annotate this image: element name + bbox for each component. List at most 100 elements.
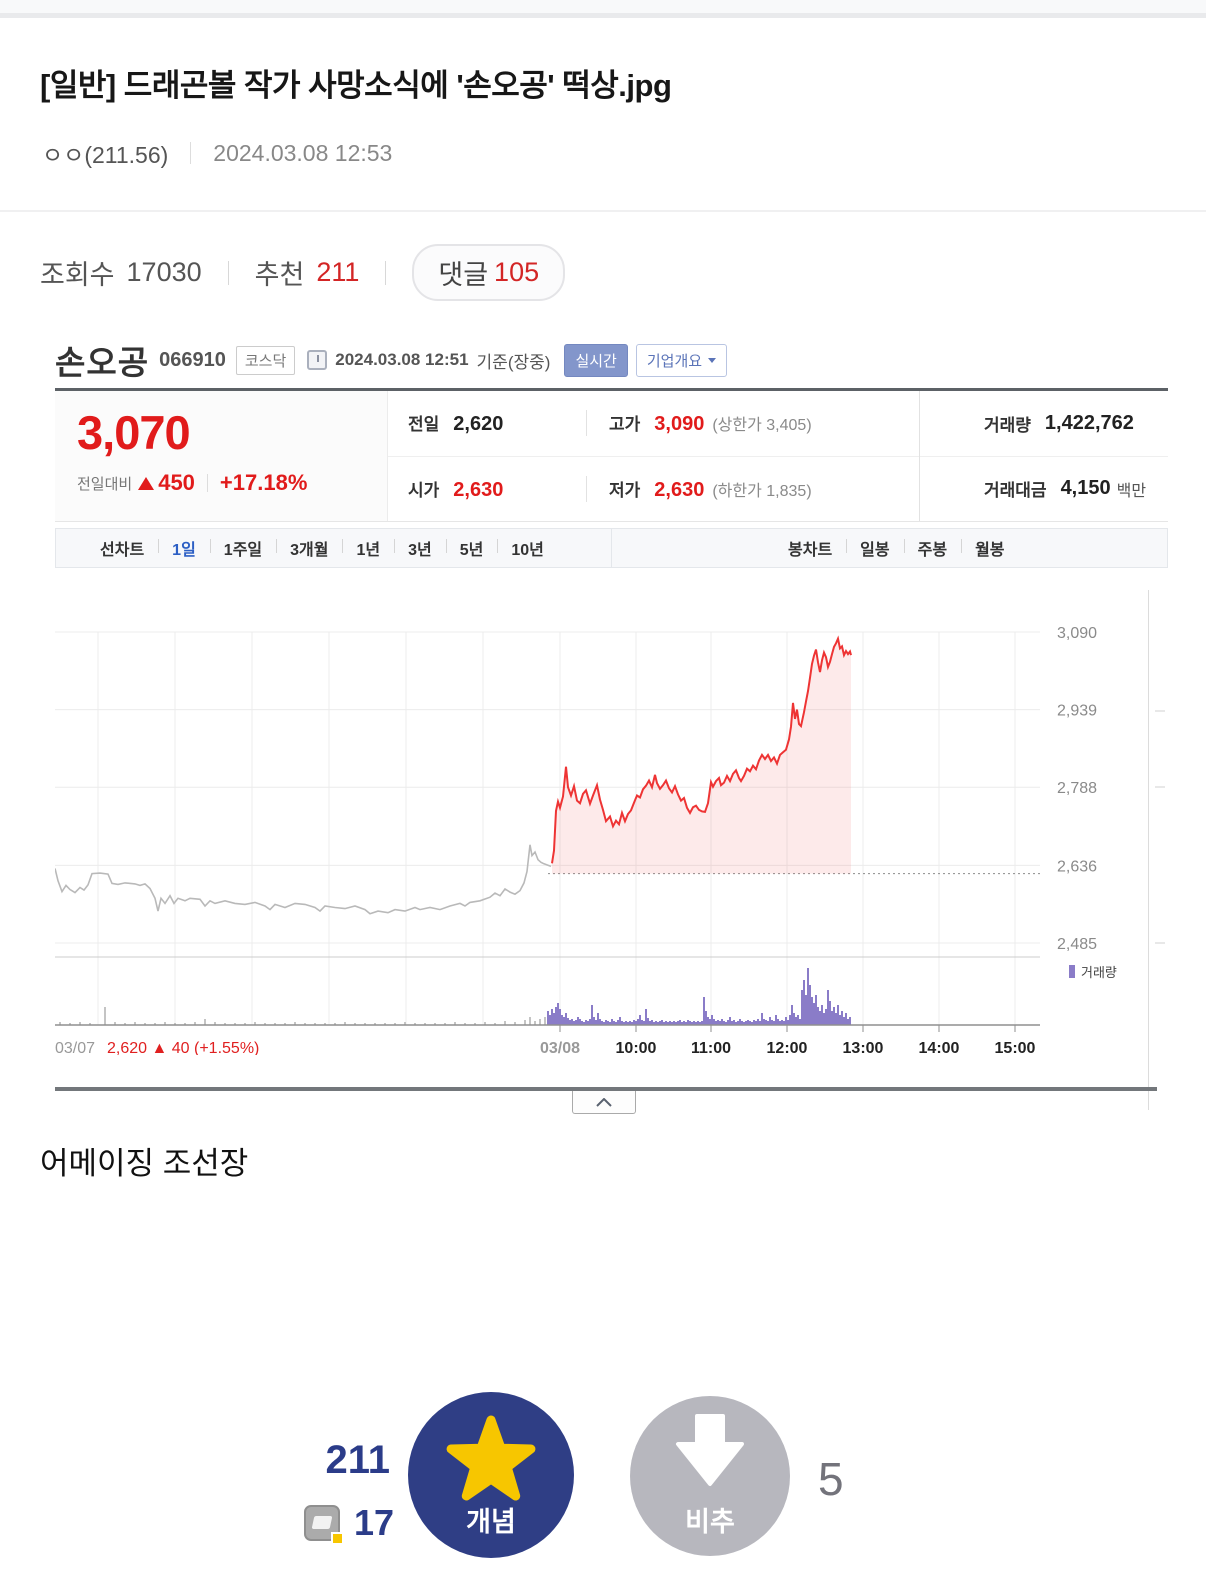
recommend-label: 추천	[254, 260, 305, 290]
open-label: 시가	[408, 480, 440, 500]
change-separator	[206, 474, 208, 492]
volume-bar	[581, 1021, 583, 1025]
change-value: 450	[158, 470, 195, 495]
lower-limit: (하한가 1,835)	[712, 482, 812, 500]
tab-10year[interactable]: 10년	[497, 536, 558, 560]
volume-bar	[631, 1022, 633, 1025]
stats-separator	[227, 260, 229, 285]
volume-bar	[707, 1017, 709, 1025]
volume-bar	[693, 1021, 695, 1025]
volume-bar	[599, 1019, 601, 1025]
downvote-button[interactable]: 비추	[630, 1396, 790, 1556]
volume-bar	[659, 1021, 661, 1025]
prev-day-change-label: 2,620 ▲ 40 (+1.55%)	[107, 1040, 259, 1055]
volume-bar	[711, 1015, 713, 1025]
chart-collapse-button[interactable]	[572, 1091, 636, 1114]
volume-bar	[553, 1013, 555, 1025]
post-author[interactable]: ㅇㅇ(211.56)	[42, 142, 169, 168]
x-axis-label: 15:00	[995, 1040, 1036, 1055]
low-label: 저가	[609, 480, 641, 500]
trade-amount-unit: 백만	[1116, 482, 1147, 500]
stock-name: 손오공	[55, 346, 150, 382]
volume-bar	[663, 1022, 665, 1025]
volume-bar	[597, 1013, 599, 1025]
realtime-button[interactable]: 실시간	[564, 343, 628, 377]
meta-separator	[190, 142, 192, 164]
volume-bar	[745, 1021, 747, 1025]
volume-bar-prev	[204, 1019, 206, 1025]
volume-bar-prev	[524, 1020, 526, 1025]
volume-bar-prev	[484, 1022, 486, 1025]
tab-5year[interactable]: 5년	[445, 536, 498, 560]
volume-bar-prev	[59, 1022, 61, 1025]
volume-bar-prev	[454, 1022, 456, 1025]
volume-bar	[601, 1021, 603, 1025]
fixed-nick-icon	[304, 1505, 344, 1545]
up-triangle-icon	[138, 476, 155, 490]
volume-bar	[703, 997, 705, 1025]
comments-pill[interactable]: 댓글 105	[412, 244, 566, 301]
volume-bar	[549, 1015, 551, 1025]
volume-bar	[625, 1021, 627, 1025]
volume-bar-prev	[394, 1023, 396, 1025]
company-overview-button[interactable]: 기업개요	[635, 343, 728, 377]
volume-bar-prev	[544, 1017, 546, 1025]
volume-bar	[657, 1022, 659, 1025]
y-axis-label: 3,090	[1057, 625, 1097, 642]
page-top-strip	[0, 0, 1206, 18]
volume-bar	[605, 1020, 607, 1025]
volume-bar-prev	[534, 1021, 536, 1025]
downvote-label: 비추	[685, 1507, 735, 1537]
price-chart-svg: 3,090 2,939 2,788 2,636 2,485 03/08 10:00 11:00…	[55, 625, 1165, 1055]
star-icon	[446, 1415, 536, 1501]
volume-bar	[603, 1022, 605, 1025]
line-chart-tabs: 선차트 1일 1주일 3개월 1년 3년 5년 10년	[86, 536, 558, 560]
volume-bar-prev	[79, 1022, 81, 1025]
volume-bar	[723, 1021, 725, 1025]
tab-3month[interactable]: 3개월	[276, 536, 342, 560]
volume-bar-prev	[124, 1023, 126, 1025]
volume-detail-table: 거래량 1,422,762 거래대금 4,150 백만	[919, 391, 1168, 521]
views-count: 17030	[126, 257, 202, 287]
volume-bar	[611, 1019, 613, 1025]
comments-label: 댓글	[438, 260, 489, 290]
volume-bar	[795, 1017, 797, 1025]
volume-bar	[617, 1020, 619, 1025]
volume-legend-swatch	[1069, 965, 1075, 978]
volume-bar	[725, 1022, 727, 1025]
volume-bar	[789, 1015, 791, 1025]
prev-close-value: 2,620	[453, 413, 504, 436]
tab-monthly-candle[interactable]: 월봉	[961, 536, 1018, 560]
volume-legend-label: 거래량	[1081, 965, 1117, 980]
volume-bar-prev	[234, 1023, 236, 1025]
tab-1day[interactable]: 1일	[158, 536, 210, 560]
volume-bar	[823, 1013, 825, 1025]
y-axis-label: 2,636	[1057, 858, 1097, 875]
upvote-button[interactable]: 개념	[408, 1392, 574, 1558]
volume-bar-prev	[154, 1023, 156, 1025]
volume-bar	[735, 1022, 737, 1025]
volume-bar-prev	[264, 1023, 266, 1025]
volume-bar	[753, 1020, 755, 1025]
tab-weekly-candle[interactable]: 주봉	[903, 536, 961, 560]
tab-daily-candle[interactable]: 일봉	[846, 536, 903, 560]
volume-bar-prev	[464, 1023, 466, 1025]
tab-1week[interactable]: 1주일	[209, 536, 276, 560]
volume-bar	[637, 1019, 639, 1025]
volume-bar	[739, 1019, 741, 1025]
volume-bar-prev	[539, 1019, 541, 1025]
post-body-text: 어메이징 조선장	[40, 1146, 249, 1181]
fixed-nick-glyph	[311, 1516, 333, 1529]
volume-bar-prev	[254, 1022, 256, 1025]
chart-bottom-bar	[55, 1087, 1157, 1091]
volume-bar	[783, 1021, 785, 1025]
volume-bar	[741, 1021, 743, 1025]
volume-bar	[791, 1005, 793, 1025]
volume-bar-prev	[494, 1023, 496, 1025]
tab-3year[interactable]: 3년	[394, 536, 446, 560]
tab-1year[interactable]: 1년	[342, 536, 394, 560]
volume-bar-prev	[414, 1023, 416, 1025]
volume-bar	[799, 1019, 801, 1025]
volume-bar	[685, 1022, 687, 1025]
post-meta: ㅇㅇ(211.56) 2024.03.08 12:53	[42, 136, 392, 170]
